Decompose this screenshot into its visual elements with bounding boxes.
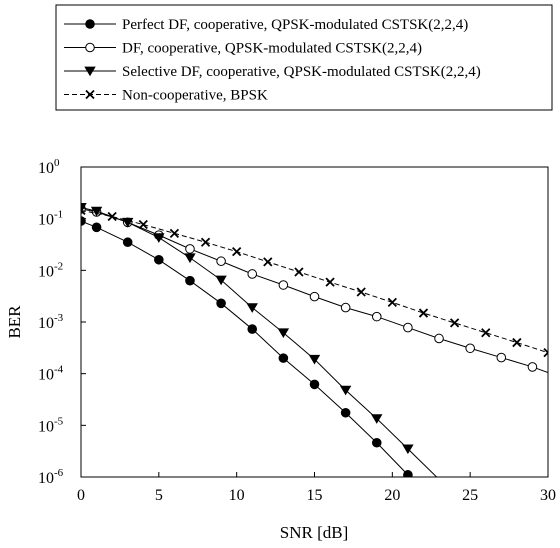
series-3-line (81, 206, 438, 477)
x-tick-label: 20 (384, 487, 400, 504)
series-2-point (496, 352, 507, 363)
series-2-point (465, 343, 475, 354)
series-2-point (371, 311, 382, 322)
series-3-point (246, 303, 258, 313)
series-1-point (185, 275, 195, 286)
series-4-point (138, 219, 148, 230)
legend: Perfect DF, cooperative, QPSK-modulated … (55, 4, 553, 111)
series-3-point (215, 275, 227, 286)
series-1-point (278, 353, 289, 363)
legend-entry-4: Non-cooperative, BPSK (64, 88, 268, 104)
series-1-point (309, 379, 320, 390)
y-axis: 100 10-1 10-2 10-3 10-4 10-5 10-6 (38, 157, 86, 487)
x-tick-label: 10 (229, 487, 245, 504)
series-4-point (325, 277, 335, 287)
series-4-point (200, 237, 211, 247)
series-3 (81, 203, 438, 477)
series-1-point (340, 407, 351, 418)
y-tick-label: 10-6 (38, 467, 64, 487)
series-3-point (153, 233, 165, 243)
series-3-point (184, 253, 196, 264)
x-tick-label: 0 (77, 487, 85, 504)
x-axis: 0 5 10 15 20 25 30 (77, 472, 556, 504)
series-1-point (216, 298, 226, 309)
legend-marker (85, 89, 95, 100)
series-2 (81, 204, 548, 374)
series-4-point (512, 337, 522, 348)
series-4-point (449, 318, 460, 328)
x-tick-label: 25 (462, 487, 478, 504)
series-1-point (247, 324, 258, 334)
series-1 (81, 216, 413, 477)
series-1-point (122, 237, 133, 248)
y-tick-label: 10-4 (38, 364, 64, 384)
legend-entry-2: DF, cooperative, QPSK-modulated CSTSK(2,… (64, 41, 422, 57)
series-1-point (403, 470, 413, 477)
legend-entry-3: Selective DF, cooperative, QPSK-modulate… (64, 64, 481, 80)
series-2-point (340, 302, 351, 313)
series-2-point (403, 322, 413, 333)
y-tick-label: 100 (38, 157, 60, 177)
series-4-point (107, 211, 117, 222)
y-tick-label: 10-3 (38, 312, 64, 332)
legend-box (55, 4, 553, 111)
legend-label: Perfect DF, cooperative, QPSK-modulated … (122, 17, 468, 33)
y-tick-label: 10-1 (38, 209, 63, 229)
legend-label: Selective DF, cooperative, QPSK-modulate… (122, 64, 481, 80)
y-axis-label: BER (5, 305, 24, 339)
series-2-point (434, 333, 444, 344)
series-layer (81, 203, 548, 477)
series-4-point (232, 247, 242, 257)
series-3-point (308, 354, 321, 365)
legend-marker (84, 66, 96, 77)
series-4-point (81, 205, 86, 215)
series-2-point (527, 362, 538, 372)
series-2-point (278, 280, 289, 290)
series-3-point (277, 328, 290, 339)
series-4-point (543, 348, 548, 358)
series-1-point (371, 437, 382, 448)
series-1-point (154, 254, 164, 265)
series-1-line (81, 220, 411, 477)
legend-label: DF, cooperative, QPSK-modulated CSTSK(2,… (122, 41, 422, 57)
y-tick-label: 10-2 (38, 260, 63, 280)
plot-area-frame (80, 166, 549, 478)
series-4-point (294, 267, 304, 277)
series-4-point (481, 328, 491, 338)
legend-label: Non-cooperative, BPSK (122, 88, 268, 104)
y-tick-label: 10-5 (38, 415, 64, 435)
legend-entry-1: Perfect DF, cooperative, QPSK-modulated … (64, 17, 468, 33)
legend-marker (85, 19, 95, 29)
series-3-point (90, 206, 103, 217)
series-1-point (91, 222, 102, 233)
series-4-point (356, 287, 366, 297)
series-3-point (371, 414, 383, 424)
x-tick-label: 15 (307, 487, 323, 504)
series-3-point (122, 217, 134, 228)
series-3-point (339, 385, 352, 396)
series-3-point (402, 444, 414, 455)
series-2-point (309, 291, 320, 302)
series-2-point (216, 256, 226, 267)
x-axis-label: SNR [dB] (280, 523, 348, 542)
legend-marker (85, 42, 95, 53)
series-2-point (185, 244, 195, 254)
series-4-point (418, 308, 429, 318)
series-4-point (387, 297, 397, 307)
series-4-point (263, 257, 273, 267)
x-tick-label: 30 (540, 487, 556, 504)
series-4 (81, 205, 548, 358)
series-2-point (247, 269, 258, 279)
x-tick-label: 5 (155, 487, 163, 504)
series-4-point (169, 228, 180, 238)
series-4-line (81, 209, 548, 354)
